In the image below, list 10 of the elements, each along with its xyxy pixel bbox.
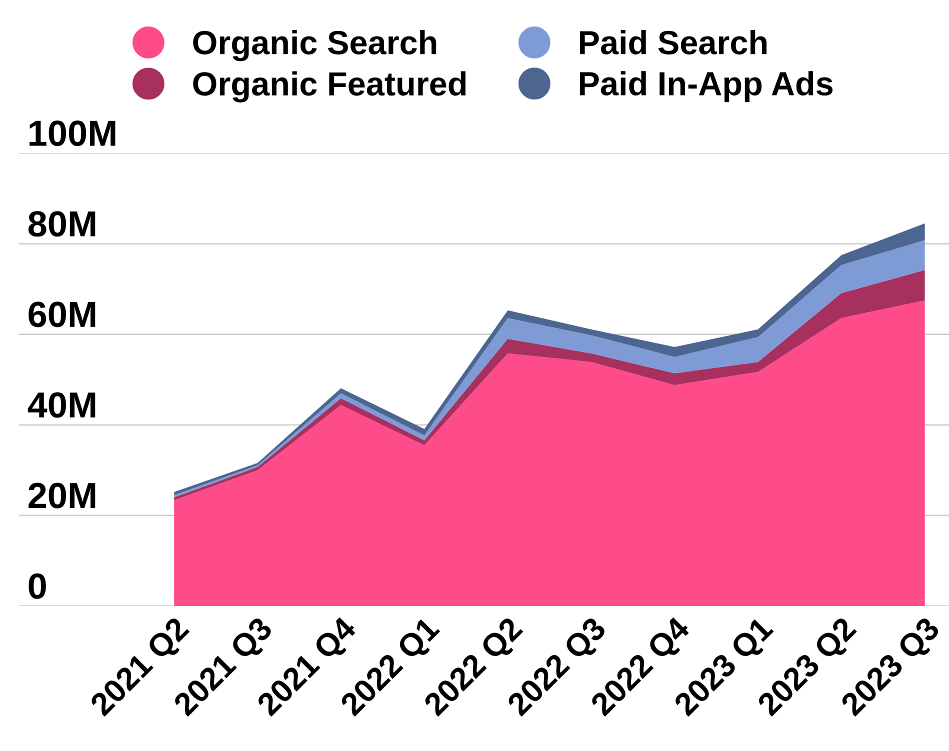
legend-label: Paid Search xyxy=(580,30,767,54)
legend-label: Organic Featured xyxy=(193,71,466,102)
legend-label: Paid In-App Ads xyxy=(580,71,833,102)
legend-label: Organic Search xyxy=(193,30,436,62)
y-tick-label: 20M xyxy=(28,482,96,508)
y-tick-label: 0 xyxy=(28,573,46,599)
y-tick-label: 100M xyxy=(30,120,116,146)
y-tick-label: 40M xyxy=(28,392,96,418)
y-tick-label: 60M xyxy=(28,302,96,328)
y-tick-label: 80M xyxy=(28,211,96,237)
